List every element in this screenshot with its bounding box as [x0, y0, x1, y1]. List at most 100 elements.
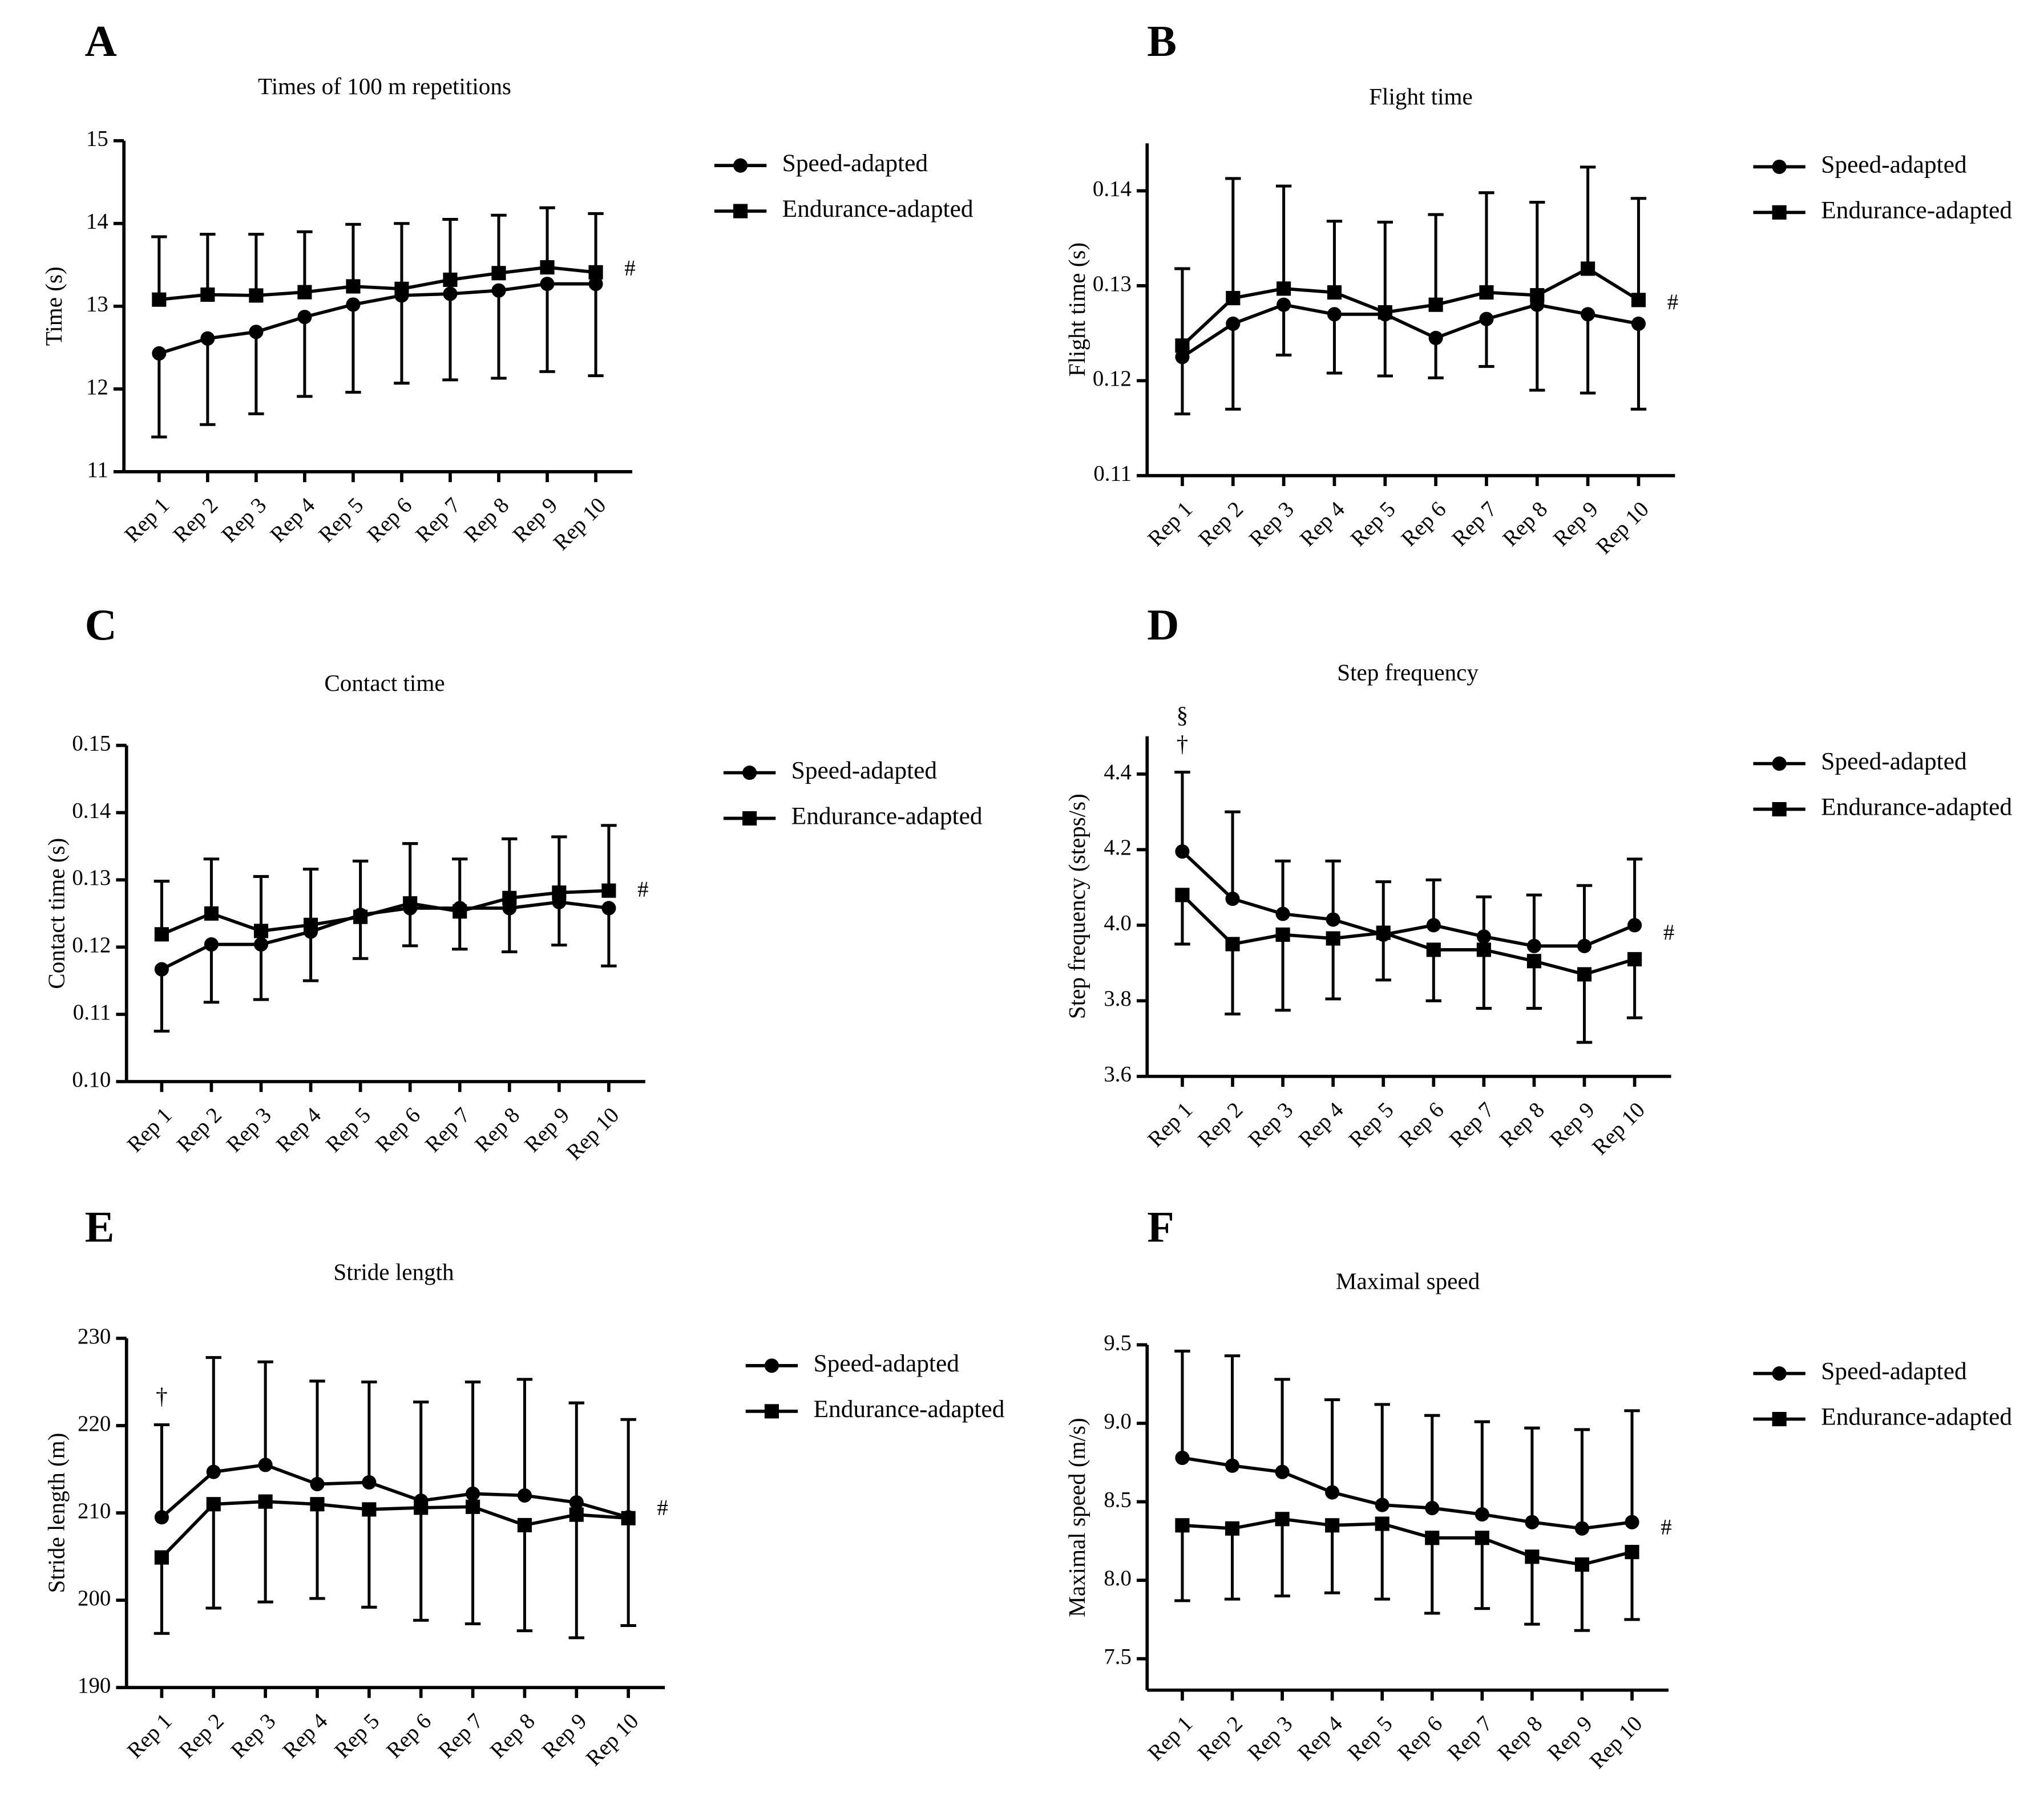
y-tick-label: 11: [87, 458, 108, 482]
point: [1627, 918, 1642, 933]
y-tick-label: 14: [86, 209, 108, 234]
series-line: [158, 282, 596, 355]
point: [588, 277, 603, 292]
x-tick-label: Rep 2: [1194, 497, 1248, 551]
error-bar: [1580, 165, 1596, 269]
point: [1425, 1500, 1440, 1516]
error-bar: [1526, 961, 1542, 1010]
x-tick-label: Rep 8: [459, 493, 514, 547]
point: [346, 297, 361, 312]
point: [1577, 938, 1592, 953]
error-bar: [1574, 1428, 1590, 1529]
point: [297, 310, 312, 325]
error-bar: [1225, 177, 1241, 298]
legend-label: Endurance-adapted: [1821, 793, 2012, 820]
error-bar: [1324, 1398, 1340, 1493]
error-bar: [1529, 305, 1545, 392]
legend-marker: [733, 204, 748, 218]
error-bar: [1580, 314, 1596, 395]
error-bar: [551, 835, 567, 893]
y-tick-label: 0.13: [72, 865, 111, 890]
legend-label: Endurance-adapted: [1821, 196, 2012, 224]
point: [1631, 293, 1646, 307]
series-line: [161, 889, 609, 936]
point: [466, 1499, 480, 1514]
point: [588, 265, 603, 280]
point: [152, 292, 167, 307]
point: [569, 1495, 584, 1510]
error-bar: [1275, 184, 1292, 289]
x-tick-label: Rep 6: [1396, 497, 1451, 551]
x-tick-label: Rep 10: [562, 1103, 624, 1165]
legend-marker: [1772, 802, 1787, 817]
error-bar: [345, 222, 361, 286]
error-bar: [203, 857, 220, 914]
chart-title: Flight time: [1369, 83, 1473, 110]
x-tick-label: Rep 7: [1445, 1098, 1499, 1152]
chart-title: Contact time: [324, 670, 445, 696]
x-tick-label: Rep 8: [486, 1709, 540, 1763]
error-bar: [568, 1401, 584, 1503]
series-line: [1181, 850, 1635, 948]
x-tick-label: Rep 8: [470, 1103, 524, 1157]
point: [1275, 906, 1290, 921]
error-bar: [1275, 305, 1292, 357]
x-tick-label: Rep 4: [272, 1103, 326, 1157]
point: [569, 1507, 584, 1522]
error-bar: [1225, 810, 1241, 899]
series-line: [1182, 1456, 1633, 1531]
error-bar: [1574, 1564, 1590, 1632]
error-bar: [253, 944, 269, 1001]
legend-marker: [742, 811, 757, 826]
point: [1277, 281, 1291, 296]
point: [1226, 290, 1241, 306]
point: [1428, 297, 1443, 312]
x-tick-label: Rep 1: [1143, 1711, 1197, 1766]
error-bar: [1424, 1537, 1440, 1615]
point: [310, 1497, 325, 1512]
legend-label: Speed-adapted: [1821, 151, 1967, 178]
y-tick-label: 3.6: [1104, 1062, 1132, 1087]
y-tick-label: 200: [78, 1586, 111, 1610]
point: [200, 287, 215, 302]
point: [1326, 912, 1340, 927]
y-axis-label: Maximal speed (m/s): [1064, 1418, 1090, 1617]
error-bar: [516, 1525, 533, 1633]
error-bar: [1529, 200, 1545, 296]
x-tick-label: Rep 3: [1245, 497, 1299, 551]
error-bar: [151, 353, 167, 439]
error-bar: [153, 1557, 170, 1635]
error-bar: [309, 1379, 325, 1484]
error-bar: [200, 338, 216, 426]
legend-marker: [764, 1358, 779, 1373]
point: [1378, 305, 1392, 320]
panel-letter: A: [85, 17, 117, 66]
error-bar: [1325, 859, 1341, 920]
point: [206, 1497, 221, 1512]
y-tick-label: 0.12: [72, 933, 111, 957]
point: [1275, 1464, 1290, 1479]
error-bar: [257, 1501, 273, 1604]
error-bar: [413, 1507, 429, 1622]
error-bar: [1377, 314, 1393, 378]
point: [394, 281, 409, 296]
x-tick-label: Rep 5: [321, 1103, 375, 1157]
legend-marker: [1772, 159, 1787, 174]
chart-title: Stride length: [333, 1258, 454, 1285]
panel: E Stride length Stride length (m) 190 200 210…: [43, 1202, 1004, 1771]
point: [1277, 297, 1291, 312]
significance-mark: †: [156, 1383, 168, 1409]
error-bar: [1526, 893, 1542, 946]
error-bar: [491, 290, 507, 380]
series-line: [1181, 266, 1639, 347]
point: [249, 325, 264, 339]
error-bar: [1624, 1552, 1640, 1621]
point: [1475, 1507, 1489, 1522]
x-tick-label: Rep 4: [1295, 497, 1350, 551]
significance-mark: #: [1661, 1515, 1671, 1540]
x-tick-label: Rep 4: [278, 1709, 332, 1763]
legend-label: Endurance-adapted: [1821, 1403, 2012, 1431]
x-tick-label: Rep 3: [1243, 1098, 1298, 1152]
y-axis-label: Flight time (s): [1064, 242, 1090, 377]
